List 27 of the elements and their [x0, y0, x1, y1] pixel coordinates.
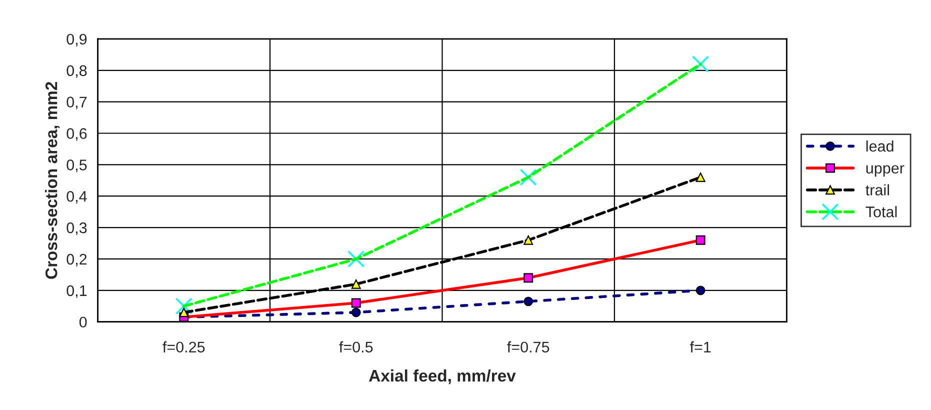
x-tick-label: f=0.5 — [339, 341, 373, 353]
y-tick-label: 0,7 — [66, 96, 87, 110]
y-tick-label: 0,6 — [66, 128, 87, 141]
point — [696, 286, 706, 296]
x-tick-label: f=0.75 — [507, 341, 550, 353]
y-tick-label: 0 — [79, 316, 87, 328]
point — [524, 235, 534, 245]
point — [696, 172, 706, 182]
legend-label: trail — [866, 184, 889, 196]
x-tick-label: f=0.25 — [162, 341, 205, 353]
y-tick-label: 0,9 — [66, 34, 87, 46]
x-tick-label: f=1 — [690, 341, 711, 352]
legend-label: lead — [866, 140, 894, 152]
x-axis-title: Axial feed, mm/rev — [368, 369, 516, 384]
point — [179, 308, 189, 318]
y-tick-label: 0,5 — [66, 160, 87, 172]
y-tick-label: 0,2 — [66, 254, 87, 266]
legend-label: upper — [866, 165, 904, 177]
y-tick-label: 0,8 — [66, 65, 87, 78]
point — [351, 279, 361, 289]
y-tick-label: 0,3 — [66, 222, 87, 236]
point — [524, 296, 534, 306]
y-tick-label: 0,4 — [66, 190, 87, 204]
point — [351, 308, 361, 318]
y-tick-label: 0,1 — [66, 285, 87, 298]
y-axis-title: Cross-section area, mm2 — [45, 82, 60, 279]
legend-label: Total — [866, 206, 897, 218]
